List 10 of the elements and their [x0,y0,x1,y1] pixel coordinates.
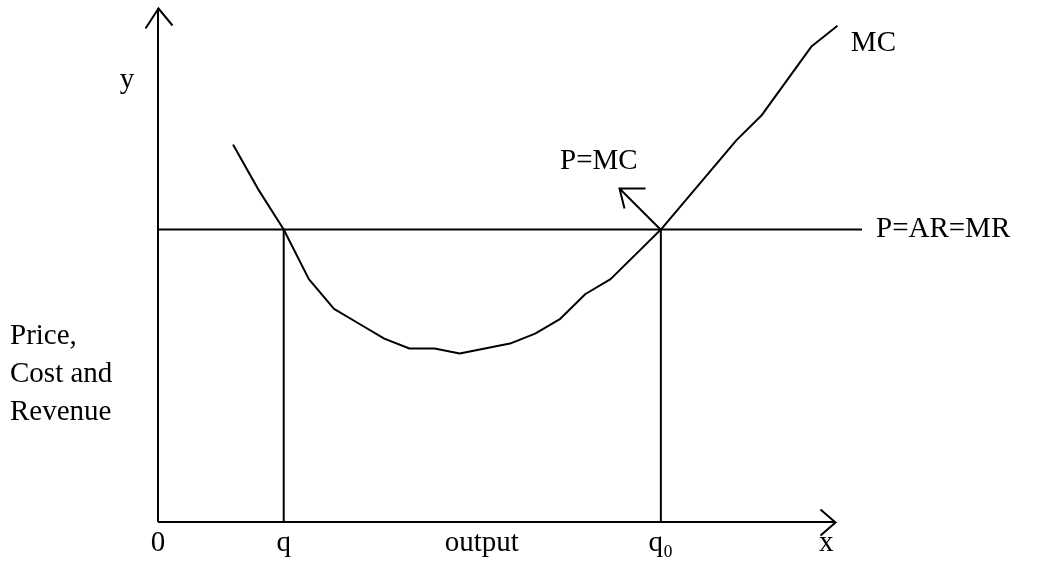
x-tick-label: q₀ [648,525,674,557]
series-label: MC [850,24,896,57]
y-axis-title: Price, Cost and Revenue [10,317,114,428]
x-axis-title: output [444,525,519,557]
x-tick-label: q [276,525,291,557]
series-label: P=AR=MR [876,211,1011,244]
text: x [819,525,834,557]
x-tick-label: 0 [150,525,166,557]
text: y [119,62,135,94]
annotation: P=MC [560,142,638,175]
